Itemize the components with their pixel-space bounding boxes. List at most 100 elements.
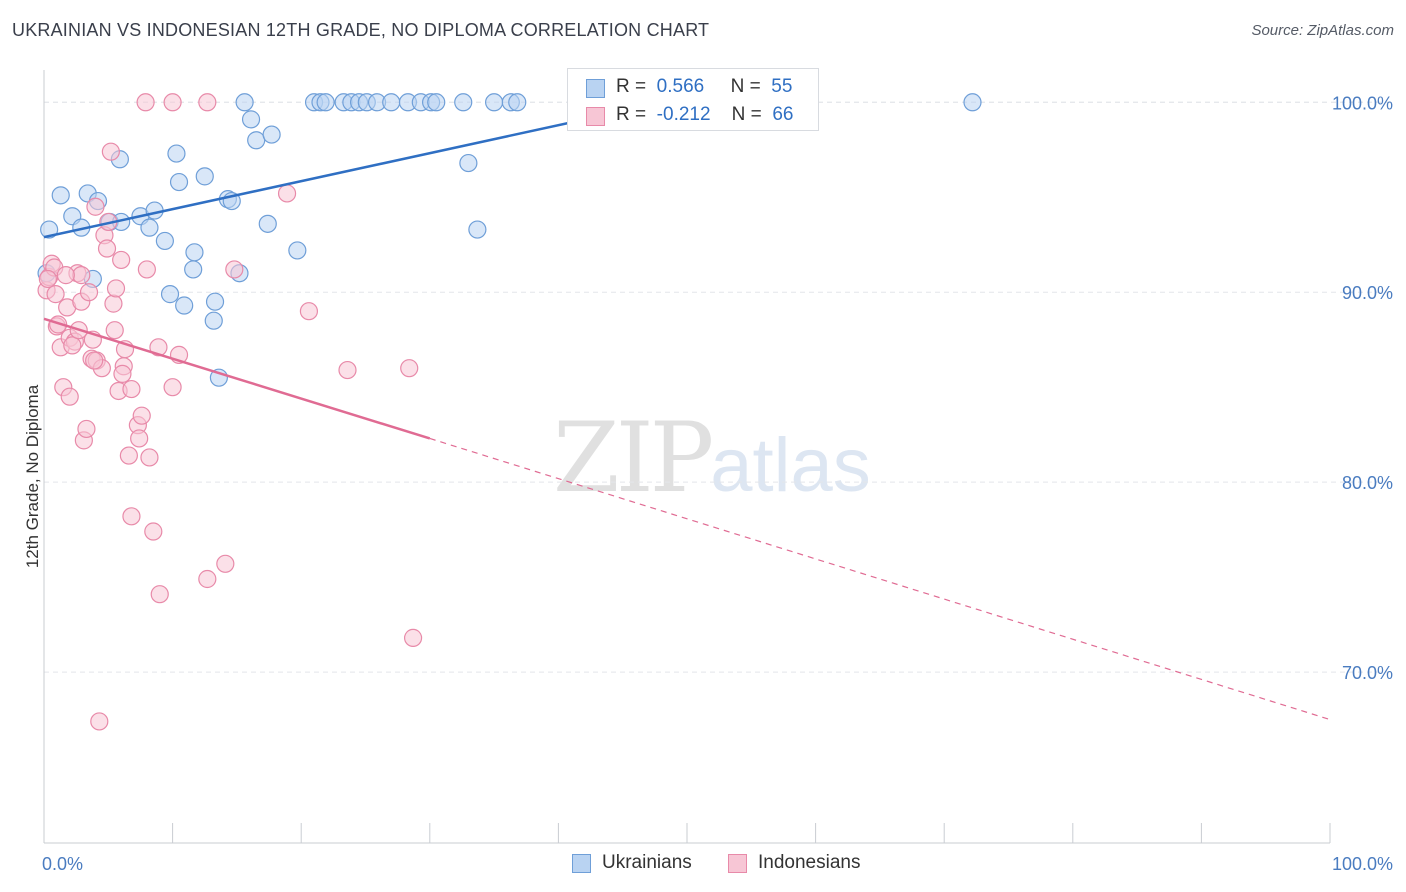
data-point [205,292,225,311]
data-point [216,554,235,573]
data-point [262,125,281,144]
data-point [204,311,223,330]
n-value: 66 [772,104,794,125]
y-axis-title: 12th Grade, No Diploma [23,384,42,568]
data-point [225,260,244,279]
data-point [56,266,75,285]
data-point [338,360,357,380]
data-point [101,142,120,161]
trend-line-ukrainians [43,102,656,239]
data-point [459,153,478,173]
data-point [468,220,487,239]
y-tick-label: 70.0% [1342,663,1393,683]
legend-swatch-ukrainians [572,854,591,873]
data-point [195,167,214,186]
trend-line-indonesians-extension [429,437,1331,721]
data-point [155,231,174,251]
data-point [169,172,189,192]
source-label: Source: ZipAtlas.com [1251,22,1394,39]
indonesians-swatch [586,107,605,126]
stats-text-indonesians: R = -0.212 N = 66 [616,104,793,126]
y-tick-label: 100.0% [1332,93,1393,113]
data-point [508,93,527,112]
data-point [167,144,186,163]
stats-text-ukrainians: R = 0.566 N = 55 [616,76,792,98]
data-point [963,93,982,112]
data-point [79,283,99,302]
data-point [132,406,151,425]
data-point [60,387,79,406]
data-point [400,359,419,378]
r-value: -0.212 [656,104,711,125]
series-indonesians-points [37,93,423,731]
data-point [137,260,156,279]
data-point [85,351,104,370]
r-label: R = [616,104,647,125]
y-tick-label: 80.0% [1342,473,1393,493]
stats-row-ukrainians: R = 0.566 N = 55 [568,73,818,101]
y-tick-label: 90.0% [1342,283,1393,303]
data-point [288,241,307,260]
data-point [485,93,504,112]
data-point [235,93,254,112]
watermark-zip: ZIP [553,402,714,514]
chart-title: UKRAINIAN VS INDONESIAN 12TH GRADE, NO D… [12,20,710,40]
tick-labels: 70.0% 80.0% 90.0% 100.0% 0.0% 100.0% 12th Grad… [23,93,1393,874]
data-point [185,243,204,262]
data-point [144,522,163,541]
trend-lines [43,102,1331,721]
data-point [454,93,473,112]
data-point [104,294,123,313]
r-value: 0.566 [656,76,705,97]
data-point [72,266,91,285]
series-ukrainians-points [37,93,982,387]
data-point [163,378,182,397]
stats-row-indonesians: R = -0.212 N = 66 [568,101,818,129]
x-tick-label-max: 100.0% [1332,854,1393,874]
axes [43,70,1331,844]
data-point [175,296,194,315]
legend-swatch-indonesians [728,854,747,873]
data-point [427,93,446,112]
stats-legend-box: R = 0.566 N = 55 R = -0.212 N = 66 [567,68,819,131]
data-point [241,110,261,129]
data-point [77,419,96,439]
data-point [140,448,159,467]
data-point [136,93,155,112]
legend-label-indonesians: Indonesians [758,852,861,873]
n-label: N = [730,76,761,97]
data-point [184,260,203,279]
data-point [49,315,68,334]
data-point [258,214,277,233]
data-point [122,507,141,526]
data-point [140,218,159,237]
data-point [403,628,423,647]
data-point [277,184,297,203]
data-point [106,279,126,298]
data-point [130,429,149,448]
watermark: ZIPatlas [553,402,871,514]
data-point [163,93,182,112]
data-point [299,302,319,321]
data-point [51,186,70,205]
trend-line-indonesians [43,317,431,440]
gridlines [44,101,1393,673]
data-point [86,197,105,216]
data-point [149,338,168,357]
data-point [160,285,180,304]
data-point [247,131,266,150]
data-point [90,712,109,731]
data-point [198,569,217,589]
data-point [150,585,169,604]
data-point [40,220,59,239]
data-point [97,239,117,258]
data-point [382,93,401,112]
data-point [112,250,131,270]
r-label: R = [616,76,647,97]
ukrainians-swatch [586,79,605,98]
data-point [198,93,217,112]
data-point [113,364,132,383]
x-tick-label-min: 0.0% [42,854,83,874]
data-point [38,269,57,289]
